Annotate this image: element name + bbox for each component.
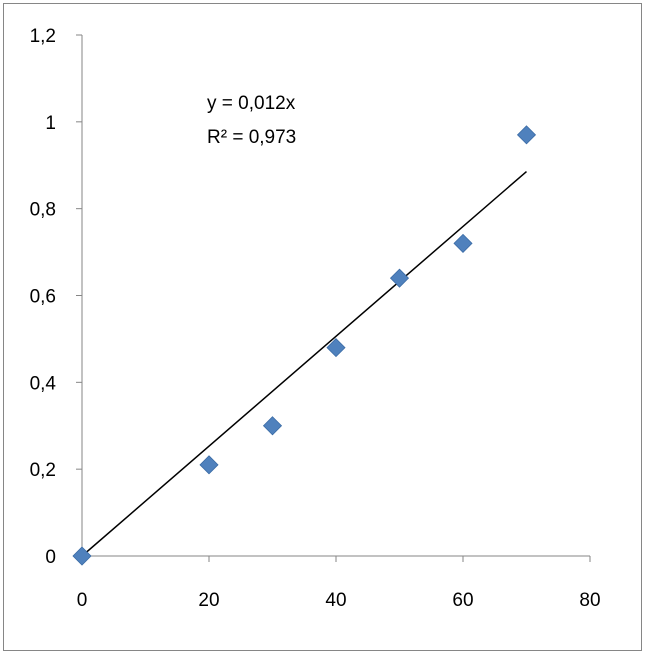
data-point [516,125,537,145]
data-point [262,416,283,436]
y-tick-label: 0,4 [30,373,57,394]
y-tick-label: 1,2 [30,26,56,47]
chart-frame [3,3,642,651]
data-point [72,546,92,566]
data-point [326,338,346,358]
y-tick-label: 0 [45,547,56,568]
trendline [81,170,527,557]
data-point [389,268,410,288]
axes [81,35,590,557]
y-tick-label: 1 [45,113,56,134]
x-tick-label: 40 [325,590,346,611]
data-points [72,125,537,566]
y-tick-label: 0,2 [30,460,56,481]
data-point [453,233,473,253]
x-tick-label: 60 [452,590,473,611]
x-tick-label: 20 [198,590,219,611]
trendline-equation: y = 0,012x [207,93,296,114]
x-tick-label: 0 [77,590,88,611]
trendline-group [81,170,527,557]
trendline-r-squared: R² = 0,973 [207,127,296,148]
y-tick-label: 0,6 [30,287,56,308]
ticks: 0 20 40 60 80 0 0,2 0,4 0,6 0,8 1 1,2 [30,26,601,611]
data-point [199,455,219,475]
x-tick-label: 80 [579,590,600,611]
y-tick-label: 0,8 [30,200,56,221]
